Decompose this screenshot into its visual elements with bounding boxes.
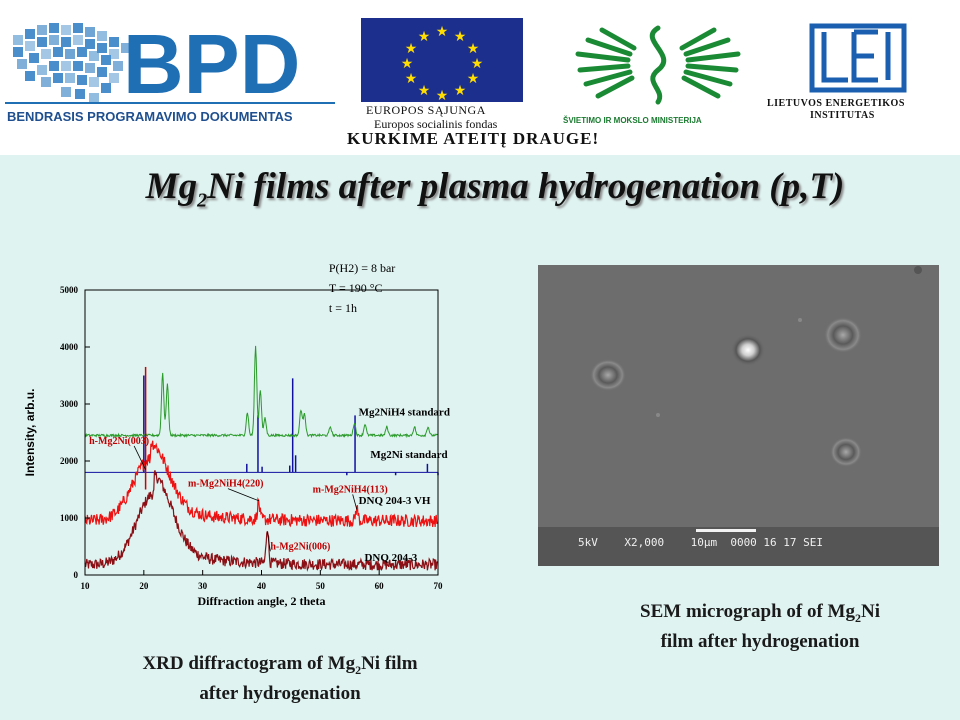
series-label: DNQ 204-3 VH — [359, 495, 431, 507]
y-tick-label: 2000 — [60, 456, 79, 466]
svg-text:★: ★ — [454, 29, 467, 45]
xrd-caption: XRD diffractogram of Mg2Ni film after hy… — [142, 653, 418, 704]
sem-caption: SEM micrograph of of Mg2Ni film after hy… — [640, 601, 880, 652]
peak-annotation: h-Mg2Ni(003) — [89, 436, 149, 447]
annotation-arrow — [227, 488, 260, 502]
xrd-chart: 10 20 30 40 50 60 70 0 1000 2000 3000 4000 5000 Diffr… — [23, 261, 450, 608]
y-axis-label: Intensity, arb.u. — [23, 389, 37, 477]
lei-sublabel: INSTITUTAS — [810, 110, 875, 121]
series-label: DNQ 204-3 — [364, 552, 417, 564]
bpd-logo: BPD BENDRASIS PROGRAMAVIMO DOKUMENTAS — [5, 17, 335, 124]
x-tick-label: 60 — [375, 581, 385, 591]
eu-label: EUROPOS SĄJUNGA — [366, 103, 486, 117]
peak-annotation: h-Mg2Ni(006) — [270, 541, 330, 552]
series-label: Mg2Ni standard — [370, 449, 447, 461]
x-tick-label: 50 — [316, 581, 326, 591]
lei-label: LIETUVOS ENERGETIKOS — [767, 98, 905, 109]
y-tick-label: 4000 — [60, 342, 79, 352]
condition-label: P(H2) = 8 bar — [329, 261, 395, 275]
svg-text:★: ★ — [467, 71, 480, 87]
slide-title: Mg2Ni films after plasma hydrogenation (… — [145, 166, 845, 212]
y-tick-label: 0 — [74, 570, 79, 580]
svg-text:★: ★ — [436, 24, 449, 40]
annotation-arrow — [133, 445, 146, 470]
svg-text:★: ★ — [454, 83, 467, 99]
condition-label: T = 190 °C — [329, 281, 383, 295]
sem-info-bar: 5kV X2,000 10μm 0000 16 17 SEI — [578, 536, 823, 549]
svg-text:★: ★ — [418, 29, 431, 45]
svg-text:★: ★ — [418, 83, 431, 99]
x-tick-label: 70 — [434, 581, 444, 591]
condition-label: t = 1h — [329, 301, 357, 315]
bpd-logo-text: BPD — [123, 17, 300, 111]
annotation-arrow — [266, 532, 271, 552]
eu-sublabel: Europos socialinis fondas — [374, 117, 498, 131]
svg-text:★: ★ — [467, 41, 480, 57]
bpd-subtitle: BENDRASIS PROGRAMAVIMO DOKUMENTAS — [7, 109, 293, 124]
x-axis-label: Diffraction angle, 2 theta — [198, 594, 326, 608]
svg-text:★: ★ — [405, 71, 418, 87]
peak-annotation: m-Mg2NiH4(220) — [188, 479, 264, 490]
x-tick-label: 10 — [81, 581, 91, 591]
y-tick-label: 1000 — [60, 513, 79, 523]
lei-logo-icon — [809, 23, 907, 93]
y-tick-label: 3000 — [60, 399, 79, 409]
ministry-logo-icon — [575, 25, 741, 105]
eu-flag-icon: ★ ★★ ★★★ ★★★ ★★★ — [361, 18, 523, 102]
eu-slogan: KURKIME ATEITĮ DRAUGE! — [347, 129, 600, 148]
svg-text:★: ★ — [436, 88, 449, 102]
svg-text:★: ★ — [401, 56, 414, 72]
svg-text:★: ★ — [405, 41, 418, 57]
logo-banner: BPD BENDRASIS PROGRAMAVIMO DOKUMENTAS ★ ★… — [0, 0, 960, 155]
lithuania-map-icon — [13, 23, 131, 103]
series-line — [84, 345, 438, 439]
x-tick-label: 40 — [257, 581, 267, 591]
series-line — [84, 470, 438, 572]
annotation-arrow — [352, 494, 358, 510]
x-tick-label: 30 — [198, 581, 208, 591]
x-tick-label: 20 — [139, 581, 149, 591]
y-tick-label: 5000 — [60, 285, 79, 295]
series-line — [84, 440, 438, 528]
sem-micrograph: 5kV X2,000 10μm 0000 16 17 SEI — [538, 265, 939, 566]
ministry-label: ŠVIETIMO IR MOKSLO MINISTERIJA — [563, 116, 702, 125]
svg-text:★: ★ — [471, 56, 484, 72]
peak-annotation: m-Mg2NiH4(113) — [313, 484, 388, 495]
series-label: Mg2NiH4 standard — [359, 406, 450, 418]
